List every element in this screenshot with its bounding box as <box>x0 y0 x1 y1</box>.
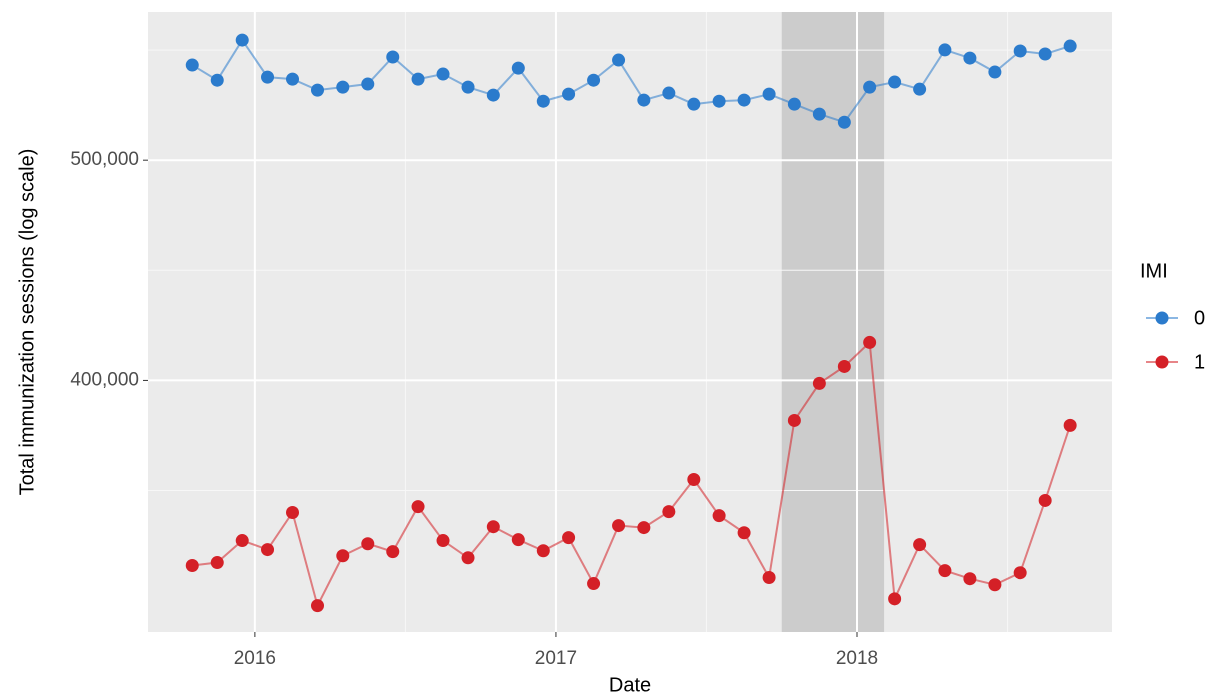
data-point <box>863 335 877 349</box>
data-point <box>1013 44 1027 58</box>
data-point <box>762 570 776 584</box>
data-point <box>386 545 400 559</box>
data-point <box>1063 39 1077 53</box>
data-point <box>938 43 952 57</box>
y-axis-title: Total immunization sessions (log scale) <box>16 149 38 496</box>
data-point <box>888 592 902 606</box>
data-point <box>737 93 751 107</box>
plot-layer: 400,000 500,000 2016 2017 2018 <box>70 12 1112 669</box>
data-point <box>787 413 801 427</box>
data-point <box>687 97 701 111</box>
data-point <box>587 577 601 591</box>
x-tick-label: 2018 <box>836 648 878 669</box>
y-tick-label: 400,000 <box>70 369 139 390</box>
data-point <box>486 88 500 102</box>
data-point <box>612 519 626 533</box>
data-point <box>988 578 1002 592</box>
data-point <box>712 94 726 108</box>
data-point <box>837 115 851 129</box>
data-point <box>310 599 324 613</box>
data-point <box>863 80 877 94</box>
data-point <box>185 559 199 573</box>
data-point <box>662 86 676 100</box>
data-point <box>486 520 500 534</box>
data-point <box>913 82 927 96</box>
y-tick-label: 500,000 <box>70 149 139 170</box>
data-point <box>336 80 350 94</box>
data-point <box>562 87 576 101</box>
data-point <box>662 505 676 519</box>
data-point <box>913 538 927 552</box>
data-point <box>812 107 826 121</box>
highlight-band <box>781 12 885 632</box>
data-point <box>310 83 324 97</box>
data-point <box>787 97 801 111</box>
data-point <box>411 500 425 514</box>
data-point <box>261 70 275 84</box>
legend-title: IMI <box>1140 260 1168 282</box>
data-point <box>587 73 601 87</box>
data-point <box>687 472 701 486</box>
data-point <box>286 506 300 520</box>
data-point <box>812 376 826 390</box>
data-point <box>436 534 450 548</box>
data-point <box>511 61 525 75</box>
x-axis-title: Date <box>609 674 651 696</box>
data-point <box>637 93 651 107</box>
panel <box>148 12 1112 632</box>
data-point <box>210 73 224 87</box>
data-point <box>436 67 450 81</box>
data-point <box>286 72 300 86</box>
data-point <box>712 509 726 523</box>
data-point <box>185 58 199 72</box>
data-point <box>386 50 400 64</box>
data-point <box>1013 566 1027 580</box>
data-point <box>411 72 425 86</box>
data-point <box>536 544 550 558</box>
legend-label: 0 <box>1194 307 1205 329</box>
data-point <box>1038 493 1052 507</box>
data-point <box>837 359 851 373</box>
data-point <box>988 65 1002 79</box>
x-tick-label: 2016 <box>234 648 276 669</box>
data-point <box>888 75 902 89</box>
legend-key-point <box>1155 311 1169 325</box>
legend-label: 1 <box>1194 351 1205 373</box>
data-point <box>461 551 475 565</box>
data-point <box>737 526 751 540</box>
legend-key-point <box>1155 355 1169 369</box>
data-point <box>536 94 550 108</box>
data-point <box>511 533 525 547</box>
data-point <box>361 537 375 551</box>
data-point <box>210 556 224 570</box>
data-point <box>461 80 475 94</box>
data-point <box>336 549 350 563</box>
data-point <box>1038 47 1052 61</box>
data-point <box>235 534 249 548</box>
x-tick-label: 2017 <box>535 648 577 669</box>
data-point <box>562 531 576 545</box>
data-point <box>963 572 977 586</box>
data-point <box>612 53 626 67</box>
data-point <box>235 33 249 47</box>
data-point <box>361 77 375 91</box>
data-point <box>1063 418 1077 432</box>
data-point <box>963 51 977 65</box>
data-point <box>261 543 275 557</box>
data-point <box>762 87 776 101</box>
data-point <box>938 564 952 578</box>
data-point <box>637 521 651 535</box>
